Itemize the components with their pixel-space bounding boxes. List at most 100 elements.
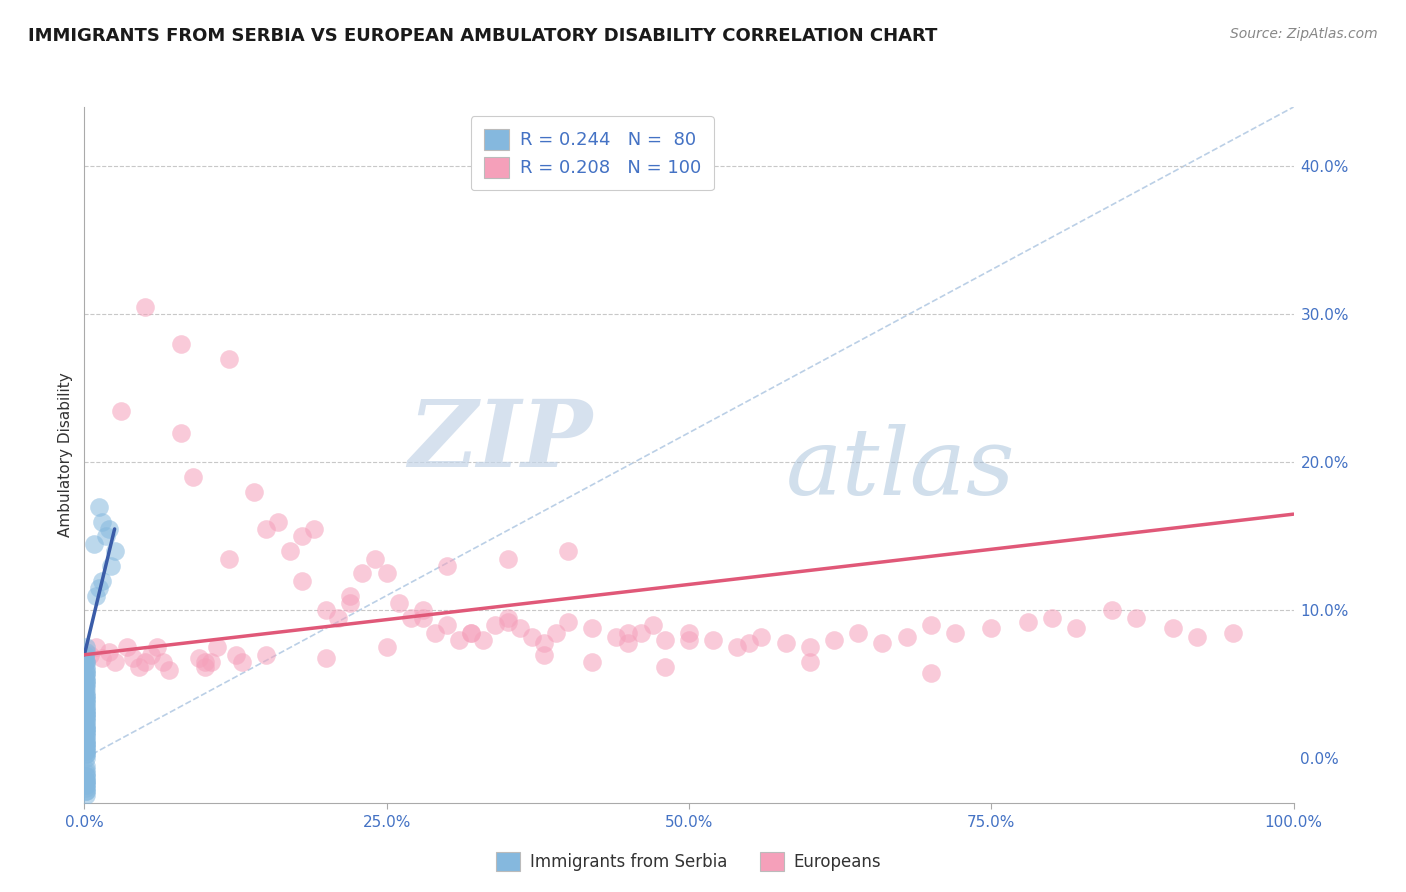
Point bbox=[75, 710, 97, 724]
Point bbox=[678, 632, 700, 647]
Point bbox=[363, 551, 385, 566]
Text: IMMIGRANTS FROM SERBIA VS EUROPEAN AMBULATORY DISABILITY CORRELATION CHART: IMMIGRANTS FROM SERBIA VS EUROPEAN AMBUL… bbox=[28, 27, 938, 45]
Point bbox=[139, 648, 162, 662]
Point bbox=[128, 659, 150, 673]
Point bbox=[75, 737, 97, 751]
Point bbox=[75, 719, 97, 733]
Point bbox=[496, 615, 519, 630]
Point bbox=[75, 670, 97, 684]
Point bbox=[75, 784, 97, 798]
Point bbox=[75, 789, 97, 803]
Point bbox=[134, 655, 156, 669]
Point bbox=[399, 611, 422, 625]
Point bbox=[738, 636, 761, 650]
Point bbox=[328, 611, 350, 625]
Point bbox=[352, 566, 374, 581]
Point bbox=[75, 699, 97, 714]
Point bbox=[75, 778, 97, 792]
Point bbox=[75, 747, 97, 761]
Text: Source: ZipAtlas.com: Source: ZipAtlas.com bbox=[1230, 27, 1378, 41]
Point bbox=[218, 351, 240, 366]
Point bbox=[75, 763, 97, 777]
Text: atlas: atlas bbox=[786, 424, 1015, 514]
Point bbox=[375, 566, 398, 581]
Point bbox=[725, 640, 748, 655]
Point bbox=[73, 648, 96, 662]
Point bbox=[200, 655, 222, 669]
Point bbox=[412, 611, 434, 625]
Point bbox=[75, 640, 97, 655]
Point bbox=[91, 515, 114, 529]
Point bbox=[520, 630, 543, 644]
Point bbox=[75, 699, 97, 714]
Point bbox=[75, 690, 97, 704]
Point bbox=[75, 655, 97, 669]
Point bbox=[339, 589, 361, 603]
Point bbox=[75, 692, 97, 706]
Point bbox=[75, 706, 97, 721]
Point bbox=[75, 737, 97, 751]
Point bbox=[188, 650, 211, 665]
Point bbox=[207, 640, 229, 655]
Point bbox=[75, 659, 97, 673]
Point bbox=[678, 625, 700, 640]
Point bbox=[980, 621, 1002, 635]
Point bbox=[231, 655, 253, 669]
Point bbox=[449, 632, 471, 647]
Point bbox=[157, 663, 180, 677]
Point bbox=[617, 636, 640, 650]
Point bbox=[460, 625, 482, 640]
Point bbox=[460, 625, 482, 640]
Point bbox=[75, 706, 97, 721]
Point bbox=[75, 685, 97, 699]
Point bbox=[181, 470, 204, 484]
Point bbox=[79, 648, 101, 662]
Point bbox=[75, 722, 97, 736]
Point bbox=[846, 625, 869, 640]
Point bbox=[75, 681, 97, 695]
Point bbox=[134, 300, 156, 314]
Point bbox=[110, 403, 132, 417]
Point bbox=[496, 551, 519, 566]
Point bbox=[225, 648, 247, 662]
Point bbox=[533, 636, 555, 650]
Point bbox=[104, 544, 127, 558]
Point bbox=[291, 574, 314, 588]
Point bbox=[775, 636, 797, 650]
Point bbox=[75, 655, 97, 669]
Point bbox=[86, 640, 108, 655]
Point bbox=[91, 574, 114, 588]
Point bbox=[605, 630, 627, 644]
Point bbox=[75, 685, 97, 699]
Point bbox=[254, 522, 277, 536]
Point bbox=[1161, 621, 1184, 635]
Point bbox=[799, 655, 821, 669]
Point bbox=[75, 681, 97, 695]
Point bbox=[75, 665, 97, 680]
Point bbox=[943, 625, 966, 640]
Point bbox=[100, 558, 122, 573]
Point bbox=[75, 747, 97, 761]
Point bbox=[87, 581, 110, 595]
Point bbox=[75, 665, 97, 680]
Point bbox=[436, 618, 458, 632]
Point bbox=[1222, 625, 1244, 640]
Point bbox=[291, 529, 314, 543]
Point bbox=[75, 670, 97, 684]
Point bbox=[75, 704, 97, 718]
Point bbox=[75, 681, 97, 695]
Point bbox=[581, 621, 603, 635]
Point bbox=[557, 615, 579, 630]
Point bbox=[121, 650, 143, 665]
Point bbox=[242, 484, 264, 499]
Point bbox=[388, 596, 411, 610]
Point bbox=[83, 537, 105, 551]
Point bbox=[75, 780, 97, 795]
Point bbox=[170, 425, 193, 440]
Point bbox=[75, 773, 97, 788]
Point bbox=[75, 784, 97, 798]
Point bbox=[267, 515, 290, 529]
Point bbox=[496, 611, 519, 625]
Point bbox=[152, 655, 174, 669]
Point bbox=[1040, 611, 1063, 625]
